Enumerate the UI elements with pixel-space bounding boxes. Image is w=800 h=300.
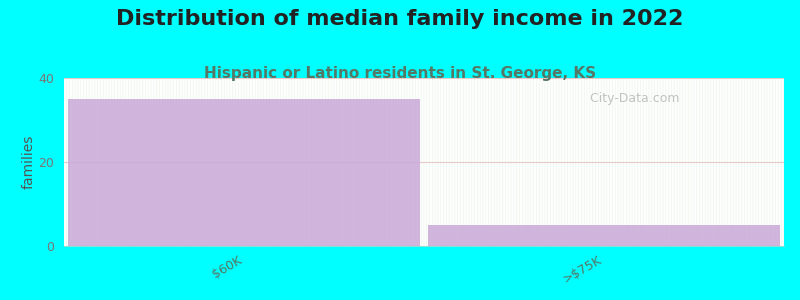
Bar <box>428 225 781 246</box>
Text: City-Data.com: City-Data.com <box>582 92 680 105</box>
Bar <box>67 99 421 246</box>
Text: Distribution of median family income in 2022: Distribution of median family income in … <box>116 9 684 29</box>
Text: Hispanic or Latino residents in St. George, KS: Hispanic or Latino residents in St. Geor… <box>204 66 596 81</box>
Y-axis label: families: families <box>22 135 36 189</box>
